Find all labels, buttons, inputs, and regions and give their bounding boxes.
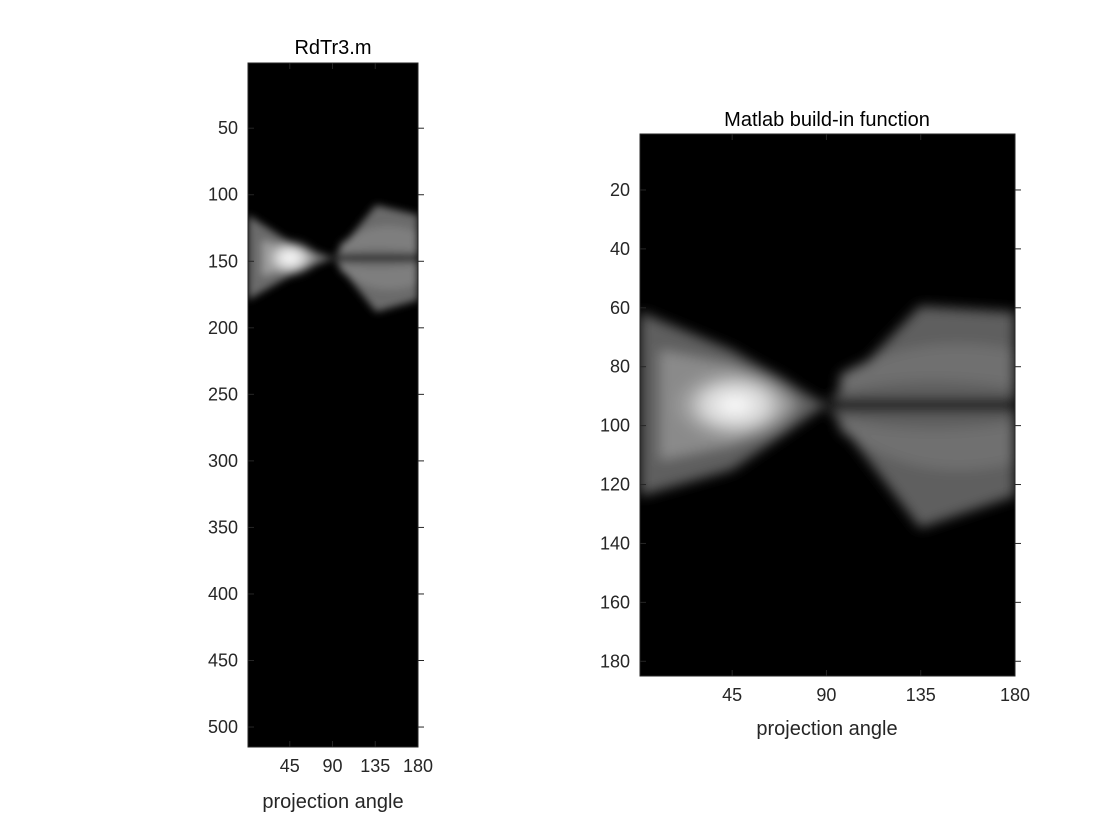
left-ytick-label: 300 xyxy=(208,451,238,471)
subplot-left: RdTr3.m 45 90 135 180 50 100 150 200 250 300 350 40… xyxy=(208,37,433,813)
right-lower-lobe xyxy=(840,418,1015,471)
left-xtick-label: 90 xyxy=(323,756,343,776)
left-ytick-label: 250 xyxy=(208,384,238,404)
right-ytick-label: 180 xyxy=(600,651,630,671)
left-ytick-label: 400 xyxy=(208,584,238,604)
left-ytick-label: 100 xyxy=(208,185,238,205)
left-xtick-label: 45 xyxy=(280,756,300,776)
right-peak xyxy=(665,363,805,447)
left-ytick-label: 150 xyxy=(208,251,238,271)
right-ticks: 45 90 135 180 20 40 60 80 100 120 140 160 180 xyxy=(600,134,1030,705)
left-xlabel: projection angle xyxy=(262,791,403,813)
left-lower-lobe xyxy=(340,264,418,290)
right-upper-lobe xyxy=(840,343,1015,392)
right-xtick-label: 180 xyxy=(1000,685,1030,705)
left-ytick-label: 350 xyxy=(208,517,238,537)
right-title: Matlab build-in function xyxy=(724,109,930,131)
right-xtick-label: 45 xyxy=(722,685,742,705)
right-xtick-label: 135 xyxy=(906,685,936,705)
right-ytick-label: 80 xyxy=(610,357,630,377)
right-axes-box xyxy=(639,133,1016,677)
right-ytick-label: 100 xyxy=(600,416,630,436)
right-heatmap xyxy=(640,306,1015,528)
left-image-background xyxy=(248,63,418,747)
left-ytick-label: 500 xyxy=(208,717,238,737)
subplot-right: Matlab build-in function 45 90 135 180 20 40 6… xyxy=(600,109,1030,740)
left-upper-lobe xyxy=(340,225,418,252)
right-ytick-label: 160 xyxy=(600,592,630,612)
right-ytick-label: 40 xyxy=(610,239,630,259)
left-xtick-label: 180 xyxy=(403,756,433,776)
right-ytick-label: 20 xyxy=(610,180,630,200)
left-ticks: 45 90 135 180 50 100 150 200 250 300 350 400 450 500 xyxy=(208,63,433,776)
right-ytick-label: 140 xyxy=(600,533,630,553)
right-ytick-label: 60 xyxy=(610,298,630,318)
right-dark-center-line xyxy=(826,399,1015,411)
right-xtick-label: 90 xyxy=(816,685,836,705)
right-ytick-label: 120 xyxy=(600,475,630,495)
left-xtick-label: 135 xyxy=(360,756,390,776)
left-ytick-label: 450 xyxy=(208,651,238,671)
left-title: RdTr3.m xyxy=(294,37,371,59)
left-ytick-label: 50 xyxy=(218,118,238,138)
left-ytick-label: 200 xyxy=(208,318,238,338)
right-xlabel: projection angle xyxy=(756,718,897,740)
left-peak xyxy=(262,238,318,278)
left-dark-center-line xyxy=(333,255,418,261)
left-heatmap xyxy=(248,205,418,312)
